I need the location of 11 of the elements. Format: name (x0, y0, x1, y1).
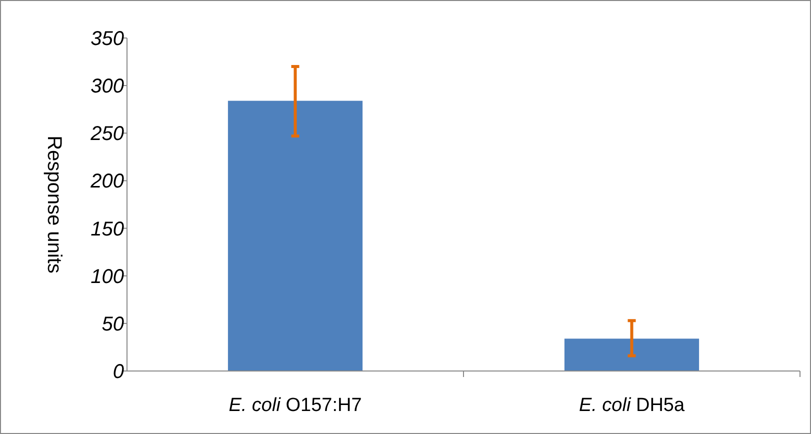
y-tick-label: 100 (90, 266, 124, 288)
y-tick-label: 350 (90, 28, 124, 50)
y-tick-label: 50 (102, 313, 124, 336)
y-tick-label: 200 (90, 170, 124, 193)
x-tick-label: E. coli O157:H7 (228, 395, 362, 416)
y-tick-label: 300 (90, 76, 124, 98)
y-axis-title: Response units (43, 136, 65, 274)
y-tick-label: 250 (90, 123, 124, 146)
y-tick-label: 150 (90, 218, 124, 240)
y-tick-label: 0 (112, 361, 124, 383)
x-tick-label: E. coli DH5a (578, 395, 685, 416)
